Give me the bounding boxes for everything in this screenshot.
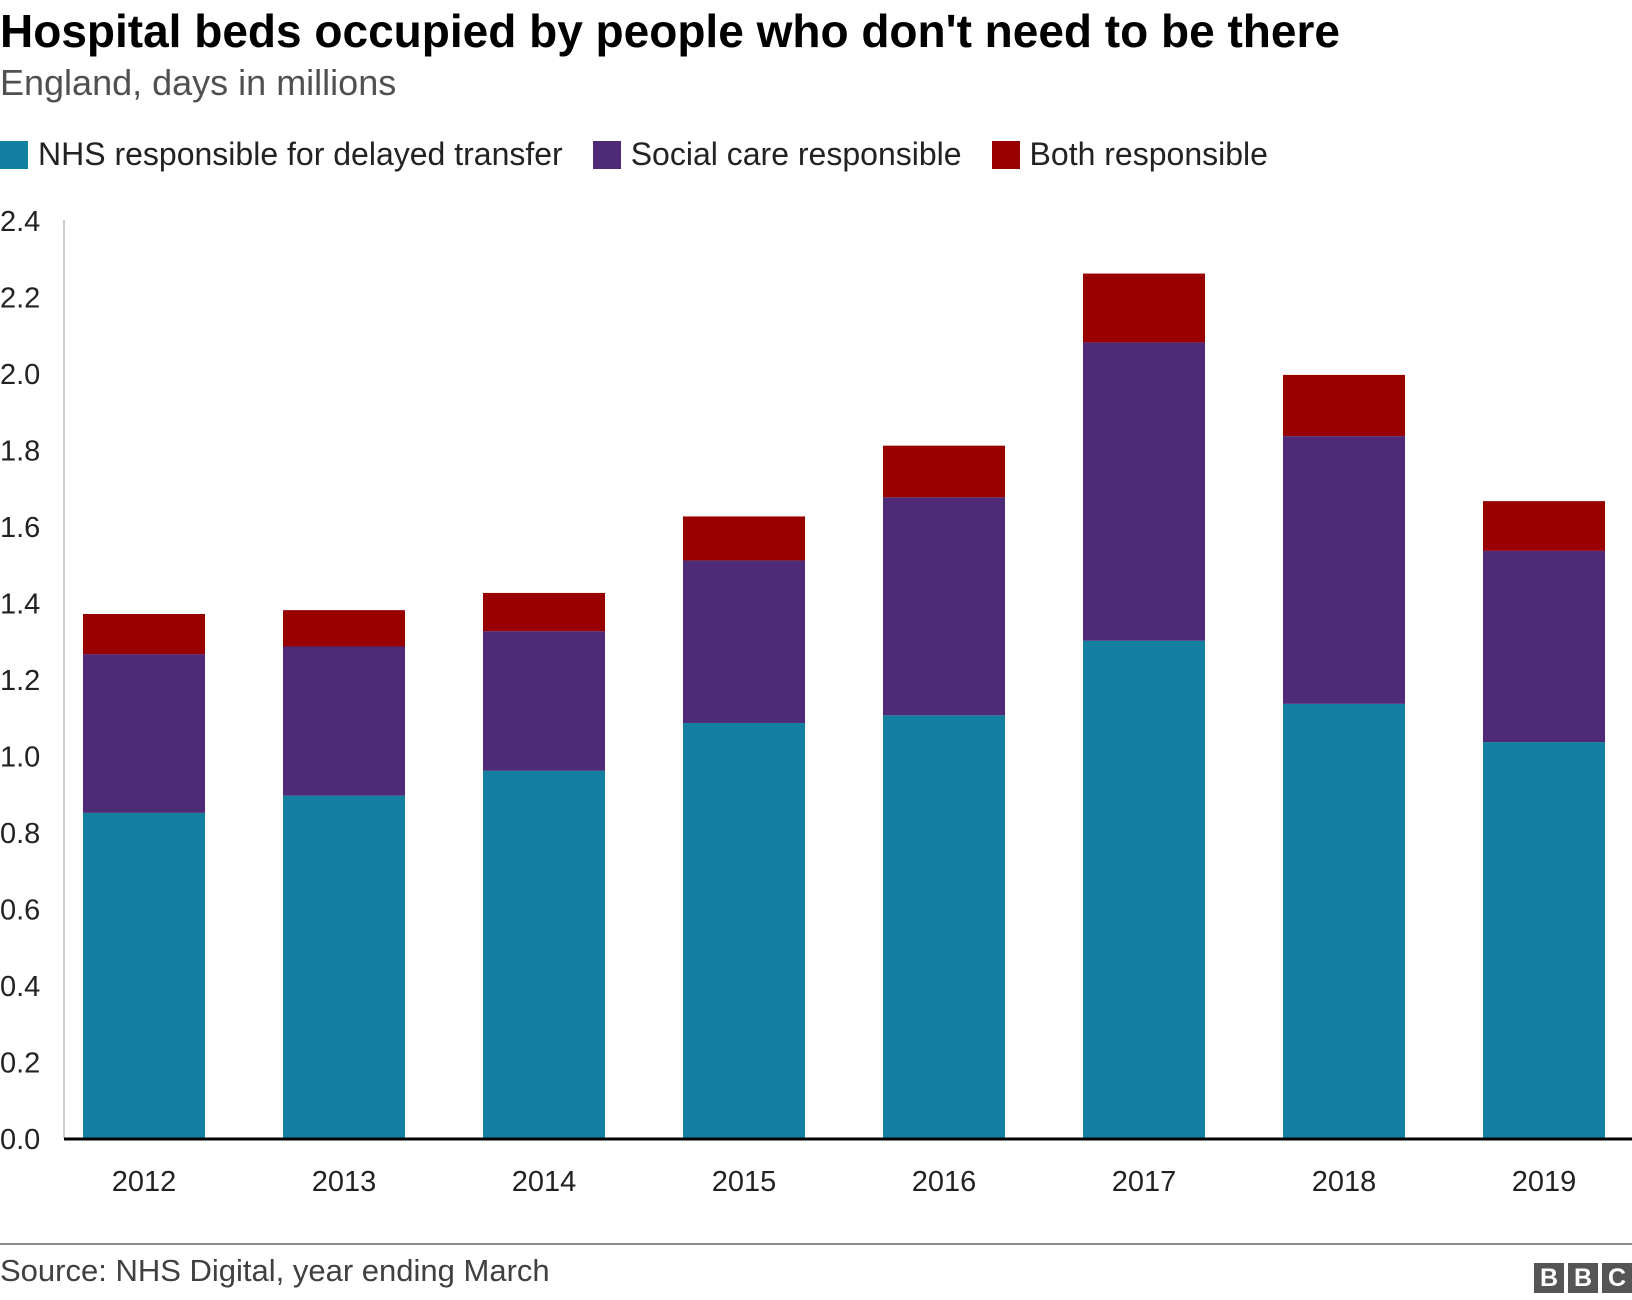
y-tick-label: 1.0 bbox=[0, 742, 40, 774]
y-tick-label: 2.4 bbox=[0, 206, 40, 238]
legend-item-social-care: Social care responsible bbox=[592, 136, 962, 173]
bar-segment-both-2019 bbox=[1483, 501, 1605, 551]
bar-segment-nhs-2013 bbox=[283, 795, 405, 1138]
bbc-logo: B B C bbox=[1530, 1263, 1632, 1293]
legend-item-both: Both responsible bbox=[991, 136, 1268, 173]
x-tick-label: 2014 bbox=[512, 1166, 577, 1198]
y-tick-label: 2.2 bbox=[0, 283, 40, 315]
y-tick-label: 1.2 bbox=[0, 665, 40, 697]
y-tick-label: 0.6 bbox=[0, 895, 40, 927]
bar-segment-social-care-2018 bbox=[1283, 436, 1405, 704]
bar-segment-social-care-2016 bbox=[883, 497, 1005, 716]
legend-swatch-nhs bbox=[0, 140, 28, 169]
x-tick-label: 2019 bbox=[1512, 1166, 1577, 1198]
bar-segment-nhs-2016 bbox=[883, 715, 1005, 1138]
bar-segment-both-2012 bbox=[83, 613, 205, 655]
bar-segment-nhs-2012 bbox=[83, 812, 205, 1138]
bar-segment-social-care-2019 bbox=[1483, 550, 1605, 743]
y-tick-label: 2.0 bbox=[0, 359, 40, 391]
stacked-bar-chart: 0.0 0.2 0.4 0.6 0.8 1.0 1.2 1.4 1.6 1.8 2.0 2.2 2.4 2… bbox=[0, 206, 1632, 1198]
bar-segment-social-care-2013 bbox=[283, 646, 405, 796]
y-tick-label: 0.2 bbox=[0, 1048, 40, 1080]
bar-segment-social-care-2017 bbox=[1083, 342, 1205, 641]
bar-segment-both-2013 bbox=[283, 610, 405, 647]
x-tick-label: 2017 bbox=[1112, 1166, 1177, 1198]
legend-label-social-care: Social care responsible bbox=[630, 136, 962, 172]
y-tick-label: 1.4 bbox=[0, 589, 40, 621]
x-tick-label: 2016 bbox=[912, 1166, 977, 1198]
bar-segment-both-2017 bbox=[1083, 273, 1205, 343]
bar-segment-nhs-2014 bbox=[483, 770, 605, 1138]
bar-segment-social-care-2015 bbox=[683, 560, 805, 723]
chart-subtitle: England, days in millions bbox=[0, 62, 397, 103]
footer-divider bbox=[0, 1243, 1632, 1245]
y-tick-label: 1.6 bbox=[0, 512, 40, 544]
bar-segment-nhs-2015 bbox=[683, 722, 805, 1138]
chart-legend: NHS responsible for delayed transfer Soc… bbox=[0, 136, 1298, 173]
legend-label-nhs: NHS responsible for delayed transfer bbox=[38, 136, 563, 172]
logo-letter-b1: B bbox=[1534, 1263, 1564, 1293]
x-tick-label: 2015 bbox=[712, 1166, 777, 1198]
source-note: Source: NHS Digital, year ending March bbox=[0, 1253, 550, 1288]
bar-segment-social-care-2012 bbox=[83, 654, 205, 813]
bar-segment-both-2014 bbox=[483, 592, 605, 632]
x-tick-label: 2012 bbox=[112, 1166, 177, 1198]
bar-segment-nhs-2017 bbox=[1083, 640, 1205, 1138]
y-tick-label: 1.8 bbox=[0, 436, 40, 468]
bar-segment-both-2015 bbox=[683, 516, 805, 561]
x-tick-label: 2018 bbox=[1312, 1166, 1377, 1198]
bar-segment-both-2018 bbox=[1283, 374, 1405, 437]
legend-label-both: Both responsible bbox=[1029, 136, 1268, 172]
bar-segment-both-2016 bbox=[883, 445, 1005, 498]
bar-segment-nhs-2018 bbox=[1283, 703, 1405, 1138]
legend-item-nhs: NHS responsible for delayed transfer bbox=[0, 136, 563, 173]
bar-segment-nhs-2019 bbox=[1483, 742, 1605, 1138]
chart-title: Hospital beds occupied by people who don… bbox=[0, 5, 1340, 57]
y-tick-label: 0.8 bbox=[0, 818, 40, 850]
logo-letter-c: C bbox=[1602, 1263, 1632, 1293]
legend-swatch-social-care bbox=[592, 140, 621, 169]
y-tick-label: 0.4 bbox=[0, 971, 40, 1003]
logo-letter-b2: B bbox=[1568, 1263, 1598, 1293]
bar-segment-social-care-2014 bbox=[483, 631, 605, 771]
y-tick-label: 0.0 bbox=[0, 1124, 40, 1156]
x-tick-label: 2013 bbox=[312, 1166, 377, 1198]
legend-swatch-both bbox=[991, 140, 1020, 169]
